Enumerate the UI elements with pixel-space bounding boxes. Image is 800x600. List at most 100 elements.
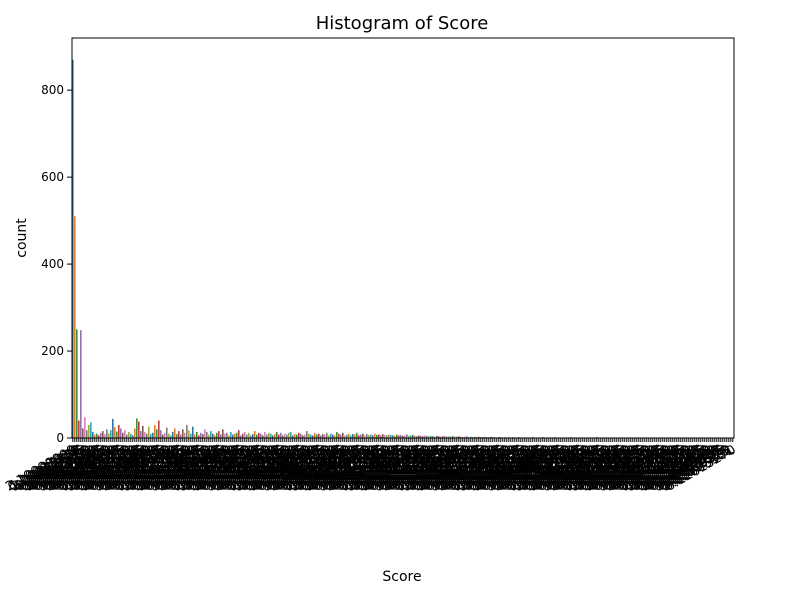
histogram-bar <box>310 434 312 438</box>
histogram-bar <box>182 429 184 438</box>
histogram-bar <box>434 436 436 438</box>
histogram-bar <box>74 216 76 438</box>
histogram-bar <box>280 432 282 438</box>
histogram-bar <box>390 434 392 438</box>
histogram-bar <box>234 433 236 438</box>
histogram-bar <box>392 435 394 438</box>
histogram-bar <box>150 434 152 438</box>
histogram-bar <box>180 434 182 438</box>
histogram-bar <box>244 431 246 438</box>
histogram-bar <box>354 434 356 438</box>
histogram-bar <box>442 436 444 438</box>
histogram-bar <box>94 434 96 438</box>
histogram-bar <box>122 432 124 438</box>
histogram-bar <box>230 431 232 438</box>
histogram-bar <box>78 420 80 438</box>
histogram-bar <box>116 431 118 438</box>
histogram-bar <box>166 427 168 438</box>
histogram-bar <box>456 436 458 438</box>
histogram-bar <box>132 435 134 438</box>
histogram-bar <box>318 433 320 438</box>
histogram-bar <box>292 435 294 438</box>
histogram-bar <box>312 435 314 438</box>
histogram-bar <box>106 429 108 438</box>
histogram-bar <box>474 436 476 438</box>
histogram-bar <box>396 434 398 438</box>
histogram-bar <box>326 432 328 438</box>
histogram-bar <box>484 436 486 438</box>
histogram-bar <box>136 418 138 438</box>
histogram-bar <box>428 436 430 438</box>
y-axis: 0 200 400 600 800 <box>41 83 72 445</box>
histogram-bar <box>440 436 442 438</box>
histogram-bar <box>316 434 318 438</box>
histogram-bar <box>104 434 106 438</box>
histogram-bar <box>278 434 280 438</box>
histogram-bar <box>256 434 258 438</box>
histogram-bar <box>372 435 374 438</box>
histogram-bar <box>380 435 382 438</box>
histogram-bar <box>304 434 306 438</box>
histogram-bar <box>120 428 122 438</box>
histogram-bar <box>160 430 162 438</box>
histogram-bar <box>198 435 200 438</box>
histogram-bar <box>358 435 360 438</box>
histogram-bar <box>384 434 386 438</box>
histogram-bar <box>204 429 206 438</box>
histogram-bar <box>262 435 264 438</box>
histogram-bar <box>336 431 338 438</box>
y-tick-label: 200 <box>41 344 64 358</box>
histogram-bar <box>266 434 268 438</box>
histogram-bar <box>290 431 292 438</box>
histogram-bar <box>112 418 114 438</box>
histogram-bar <box>438 436 440 438</box>
histogram-bar <box>214 435 216 438</box>
histogram-bar <box>356 432 358 438</box>
histogram-bar <box>328 435 330 438</box>
histogram-bar <box>400 434 402 438</box>
histogram-bar <box>258 432 260 438</box>
histogram-bar <box>138 421 140 438</box>
histogram-bar <box>226 432 228 438</box>
histogram-bar <box>394 435 396 438</box>
histogram-bar <box>124 430 126 438</box>
histogram-bar <box>470 436 472 438</box>
histogram-bar <box>210 431 212 438</box>
histogram-bar <box>114 427 116 438</box>
histogram-bar <box>220 434 222 438</box>
histogram-bar <box>454 436 456 438</box>
histogram-bar <box>148 426 150 438</box>
histogram-bar <box>108 433 110 438</box>
histogram-bar <box>156 429 158 438</box>
histogram-bar <box>86 430 88 438</box>
histogram-bar <box>92 431 94 438</box>
histogram-bar <box>348 433 350 438</box>
histogram-bar <box>264 431 266 438</box>
histogram-bar <box>236 432 238 438</box>
histogram-bar <box>96 433 98 438</box>
histogram-bar <box>306 431 308 438</box>
histogram-bar <box>424 435 426 438</box>
histogram-bar <box>420 435 422 438</box>
histogram-bar <box>130 433 132 438</box>
histogram-bar <box>450 436 452 438</box>
histogram-bar <box>82 428 84 438</box>
histogram-bar <box>404 435 406 438</box>
y-tick-label: 400 <box>41 257 64 271</box>
histogram-bar <box>140 431 142 438</box>
histogram-bar <box>188 430 190 438</box>
histogram-bar <box>416 436 418 438</box>
histogram-bar <box>152 432 154 438</box>
histogram-bar <box>410 435 412 438</box>
histogram-bar <box>176 434 178 438</box>
bars-group <box>72 59 734 439</box>
histogram-bar <box>402 435 404 438</box>
histogram-bar <box>84 417 86 438</box>
histogram-bar <box>388 434 390 438</box>
histogram-bar <box>172 431 174 438</box>
y-tick-label: 0 <box>56 431 64 445</box>
histogram-bar <box>414 435 416 438</box>
histogram-bar <box>222 429 224 438</box>
histogram-bar <box>90 422 92 438</box>
